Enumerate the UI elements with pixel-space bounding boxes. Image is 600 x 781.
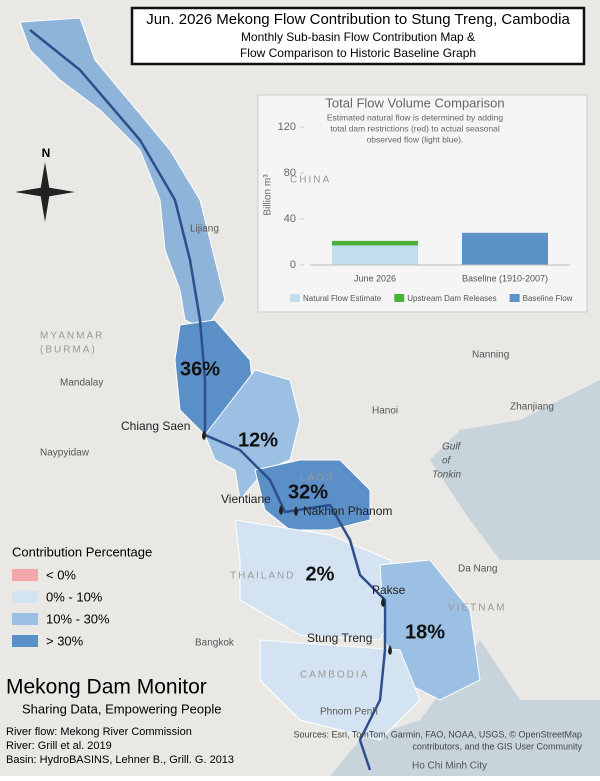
country-label: (BURMA) [40,345,97,356]
x-tick-label: Baseline (1910-2007) [462,273,548,283]
credit: River flow: Mekong River Commission [6,726,192,738]
brand: Mekong Dam Monitor [6,676,207,699]
y-tick-label: 40 [284,213,296,225]
map-labels: 36% 12% 32% 2% 18% Chiang Saen Vientiane Nakhon… [40,175,554,772]
y-axis-label: Billion m³ [263,174,274,216]
chart-subtitle: observed flow (light blue). [367,134,464,144]
credit: River: Grill et al. 2019 [6,740,112,752]
bar-segment [332,245,418,265]
station-label: Vientiane [221,492,271,506]
legend-title: Contribution Percentage [12,544,152,559]
country-label: VIETNAM [448,603,506,614]
title: Jun. 2026 Mekong Flow Contribution to St… [146,11,570,28]
tagline: Sharing Data, Empowering People [22,701,221,716]
legend-label: Upstream Dam Releases [407,294,496,303]
subbasin-percent: 32% [288,481,328,503]
chart-subtitle: Estimated natural flow is determined by … [327,112,504,122]
legend-label: Baseline Flow [523,294,573,303]
country-label: CAMBODIA [300,670,369,681]
water-label: Tonkin [432,470,462,481]
country-label: THAILAND [230,571,295,582]
title-box [130,6,586,66]
station-marker [202,430,206,440]
station-label: Pakse [372,583,406,597]
legend-label: > 30% [46,633,84,648]
country-label: MYANMAR [40,331,104,342]
place-label: Nanning [472,350,509,361]
x-tick-label: June 2026 [354,273,396,283]
north-label: N [42,146,51,160]
legend: < 0% 0% - 10% 10% - 30% > 30% [12,567,110,648]
chart-title: Total Flow Volume Comparison [325,95,504,110]
water-label: Gulf [442,442,462,453]
legend-swatch [509,294,520,302]
station-marker [279,505,283,515]
station-marker [294,506,298,516]
subtitle: Flow Comparison to Historic Baseline Gra… [240,46,476,60]
station-label: Chiang Saen [121,419,190,433]
chart-panel [257,94,588,313]
station-label: Nakhon Phanom [303,504,392,518]
subtitle: Monthly Sub-basin Flow Contribution Map … [241,30,475,44]
legend-swatch [12,569,38,581]
legend-swatch [12,613,38,625]
bar-segment [332,240,418,246]
country-label: LAOS [300,473,335,484]
station-label: Stung Treng [307,631,372,645]
legend-label: 0% - 10% [46,589,103,604]
legend-label: < 0% [46,567,76,582]
subbasin-percent: 18% [405,621,445,643]
place-label: Phnom Penh [320,707,378,718]
place-label: Lijiang [190,224,219,235]
place-label: Zhanjiang [510,402,554,413]
sources: contributors, and the GIS User Community [412,741,582,751]
place-label: Naypyidaw [40,448,90,459]
place-label: Da Nang [458,564,497,575]
legend-swatch [394,294,405,302]
legend-label: Natural Flow Estimate [303,294,382,303]
legend-swatch [12,635,38,647]
y-tick-label: 80 [284,167,296,179]
place-label: Mandalay [60,378,103,389]
water-label: of [442,456,452,467]
credit: Basin: HydroBASINS, Lehner B., Grill. G.… [6,754,234,766]
subbasin-percent: 2% [306,563,335,585]
chart-subtitle: total dam restrictions (red) to actual s… [330,123,500,133]
place-label: Bangkok [195,638,235,649]
subbasin [259,639,421,741]
north-arrow [15,162,75,222]
sea [330,380,600,776]
legend-label: 10% - 30% [46,611,110,626]
legend-swatch [12,591,38,603]
bar-segment [462,232,548,265]
subbasins [19,17,481,741]
subbasin-percent: 12% [238,429,278,451]
station-marker [381,597,385,607]
mekong-river [29,29,387,771]
chart: Total Flow Volume Comparison Estimated na… [263,95,573,303]
station-marker [388,645,392,655]
subbasin [254,459,371,531]
place-label: Hanoi [372,406,398,417]
y-tick-label: 0 [290,259,296,271]
y-tick-label: 120 [278,121,296,133]
subbasin-percent: 36% [180,358,220,380]
sources: Sources: Esri, TomTom, Garmin, FAO, NOAA… [293,729,582,739]
place-label: Ho Chi Minh City [412,761,487,772]
legend-swatch [290,294,300,302]
country-label: CHINA [290,175,331,186]
